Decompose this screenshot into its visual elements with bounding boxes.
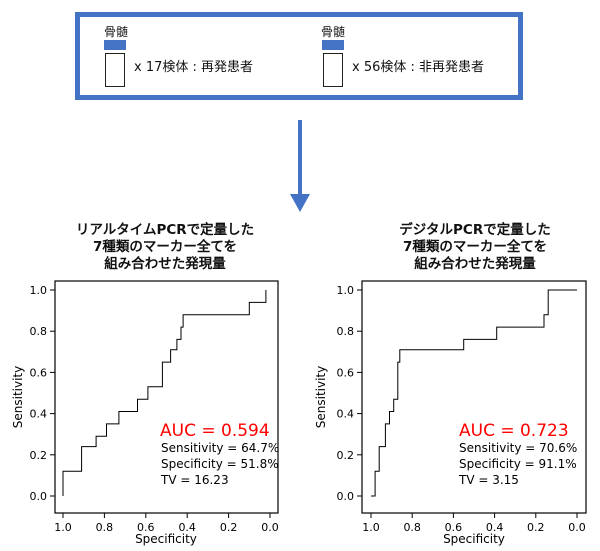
x-axis-label: Specificity (443, 532, 505, 546)
y-tick-label: 0.0 (30, 490, 48, 503)
x-tick-label: 0.8 (403, 521, 421, 534)
x-tick-label: 0.2 (527, 521, 545, 534)
tv-value: TV = 3.15 (458, 473, 519, 487)
x-tick-label: 1.0 (54, 521, 72, 534)
nonrelapse-sample-count: x 56検体 : 非再発患者 (352, 60, 485, 75)
tv-value: TV = 16.23 (160, 473, 229, 487)
roc-curve (62, 290, 267, 496)
tube-cap-icon (322, 40, 344, 50)
y-tick-label: 0.0 (337, 490, 355, 503)
right-panel-title: デジタルPCRで定量した 7種類のマーカー全てを 組み合わせた発現量 (399, 222, 551, 272)
tube-label-nonrelapse: 骨髄 (321, 25, 346, 39)
x-tick-label: 0.2 (220, 521, 238, 534)
y-tick-label: 0.4 (30, 408, 48, 421)
x-axis-label: Specificity (135, 532, 197, 546)
y-tick-label: 0.2 (337, 449, 355, 462)
x-tick-label: 0.0 (568, 521, 586, 534)
y-axis-label: Sensitivity (11, 366, 25, 428)
tube-label-relapse: 骨髄 (104, 25, 129, 39)
relapse-sample-count: x 17検体 : 再発患者 (134, 60, 254, 75)
left-panel-title: リアルタイムPCRで定量した 7種類のマーカー全てを 組み合わせた発現量 (75, 222, 255, 272)
specificity-value: Specificity = 91.1% (459, 457, 577, 471)
y-tick-label: 0.6 (30, 366, 48, 379)
x-tick-label: 1.0 (362, 521, 380, 534)
auc-value: AUC = 0.723 (459, 421, 569, 441)
y-tick-label: 0.6 (337, 366, 355, 379)
sensitivity-value: Sensitivity = 64.7% (161, 441, 279, 455)
right-roc-chart: 0.0 0.2 0.4 0.6 0.8 1.0 1.0 0.8 0.6 0.4 0.2 0.0 Se… (314, 280, 587, 546)
x-tick-label: 0.6 (445, 521, 463, 534)
y-tick-label: 0.4 (337, 408, 355, 421)
plot-frame (361, 280, 587, 514)
down-arrow-icon (290, 120, 310, 212)
y-tick-label: 0.2 (30, 449, 48, 462)
x-tick-label: 0.4 (178, 521, 196, 534)
x-tick-label: 0.6 (137, 521, 155, 534)
sensitivity-value: Sensitivity = 70.6% (459, 441, 577, 455)
plot-frame (54, 280, 279, 514)
x-tick-label: 0.4 (486, 521, 504, 534)
tube-cap-icon (104, 40, 126, 50)
y-tick-label: 1.0 (30, 284, 48, 297)
specificity-value: Specificity = 51.8% (161, 457, 279, 471)
auc-value: AUC = 0.594 (160, 421, 270, 441)
roc-curve (371, 289, 577, 497)
left-roc-chart: 0.0 0.2 0.4 0.6 0.8 1.0 1.0 0.8 0.6 0.4 0.2 0.0 Se… (11, 280, 279, 546)
y-axis-label: Sensitivity (314, 366, 328, 428)
y-tick-label: 0.8 (30, 325, 48, 338)
sample-box (75, 12, 523, 100)
y-tick-label: 1.0 (337, 284, 355, 297)
y-tick-label: 0.8 (337, 325, 355, 338)
test-tube-icon (323, 53, 343, 87)
test-tube-icon (105, 53, 125, 87)
x-tick-label: 0.0 (261, 521, 279, 534)
x-tick-label: 0.8 (96, 521, 114, 534)
